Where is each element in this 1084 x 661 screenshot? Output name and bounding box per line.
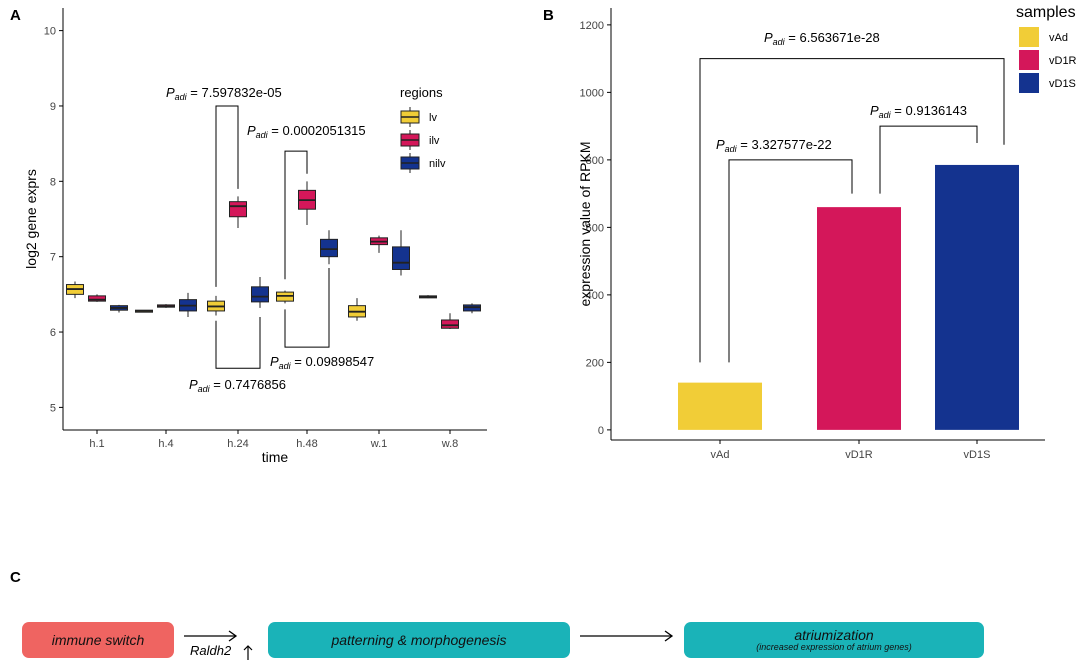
y-tick-label: 5 — [50, 402, 56, 414]
x-tick-label: h.1 — [89, 438, 104, 450]
bracket-vD1R-vD1S — [879, 125, 978, 194]
x-tick-label: w.8 — [441, 438, 459, 450]
raldh2-label: Raldh2 — [190, 643, 232, 658]
legend-title: samples — [1016, 4, 1076, 21]
bar-vD1R — [817, 207, 901, 430]
patterning-label: patterning & morphogenesis — [331, 632, 507, 648]
bracket-h48-lv-ilv — [284, 150, 308, 280]
immune-switch-box: immune switch — [22, 622, 174, 658]
y-tick-label: 1000 — [580, 87, 604, 99]
y-tick-label: 10 — [44, 26, 56, 38]
boxplot-chart: 5 6 7 8 9 10 h.1 h.4 h.24 h.48 w.1 w.8 time log2 gene… — [23, 8, 487, 465]
y-tick-label: 0 — [598, 425, 604, 437]
x-tick-label: vD1S — [964, 449, 991, 461]
pvalue-h48-lv-nilv: Padi = 0.09898547 — [270, 354, 374, 371]
bracket-vAd-vD1R — [728, 159, 853, 363]
y-tick-label: 8 — [50, 176, 56, 188]
legend-label-lv: lv — [429, 112, 437, 124]
bracket-h24-lv-nilv — [215, 316, 261, 369]
atriumization-label: atriumization — [794, 626, 874, 643]
x-tick-label: vAd — [711, 449, 730, 461]
legend-label-vD1R: vD1R — [1049, 55, 1077, 67]
x-tick-label: h.48 — [296, 438, 317, 450]
y-tick-label: 200 — [586, 357, 604, 369]
pvalue-vAd-vD1R: Padi = 3.327577e-22 — [716, 137, 832, 154]
legend-title: regions — [400, 85, 443, 100]
up-arrow-head-icon — [243, 645, 253, 651]
x-tick-label: vD1R — [845, 449, 873, 461]
legend-label-vD1S: vD1S — [1049, 78, 1076, 90]
legend-key-vAd — [1019, 27, 1039, 47]
patterning-box: patterning & morphogenesis — [268, 622, 570, 658]
box-nilv — [320, 238, 338, 258]
x-tick-label: h.24 — [227, 438, 248, 450]
panel-a-letter: A — [10, 7, 21, 24]
y-tick-label: 1200 — [580, 20, 604, 32]
y-axis-title: log2 gene exprs — [23, 169, 39, 269]
y-tick-label: 800 — [586, 155, 604, 167]
box-ilv — [88, 295, 106, 302]
box-nilv — [251, 286, 269, 303]
legend-label-nilv: nilv — [429, 158, 446, 170]
pvalue-vD1R-vD1S: Padi = 0.9136143 — [870, 103, 967, 120]
box-ilv — [229, 201, 247, 218]
y-tick-label: 7 — [50, 252, 56, 264]
bar-chart: 0 200 400 600 800 1000 1200 vAd vD1R vD1S expressi… — [577, 4, 1077, 461]
bracket-h48-lv-nilv — [284, 267, 330, 348]
bar-vD1S — [935, 164, 1019, 430]
atriumization-sublabel: (increased expression of atrium genes) — [756, 641, 912, 652]
box-ilv — [441, 319, 459, 329]
y-tick-label: 600 — [586, 222, 604, 234]
legend-key-vD1R — [1019, 50, 1039, 70]
y-axis-title: expression value of RPKM — [577, 142, 593, 307]
legend-label-vAd: vAd — [1049, 32, 1068, 44]
y-tick-label: 9 — [50, 101, 56, 113]
pvalue-vAd-vD1S: Padi = 6.563671e-28 — [764, 30, 880, 47]
x-axis-title: time — [262, 449, 289, 465]
panel-b-letter: B — [543, 7, 554, 24]
immune-switch-label: immune switch — [51, 632, 145, 648]
atriumization-box: atriumization (increased expression of a… — [684, 622, 984, 658]
x-tick-label: w.1 — [370, 438, 388, 450]
flow-arrow-2-head — [664, 630, 674, 642]
pvalue-h24-lv-ilv: Padi = 7.597832e-05 — [166, 85, 282, 102]
legend-key-vD1S — [1019, 73, 1039, 93]
y-tick-label: 400 — [586, 290, 604, 302]
pvalue-h48-lv-ilv: Padi = 0.0002051315 — [247, 123, 366, 140]
panel-c-letter: C — [10, 569, 21, 586]
y-tick-label: 6 — [50, 327, 56, 339]
x-tick-label: h.4 — [158, 438, 173, 450]
box-nilv — [392, 246, 410, 270]
legend-label-ilv: ilv — [429, 135, 440, 147]
bracket-h24-lv-ilv — [215, 105, 239, 287]
bracket-vAd-vD1S — [699, 58, 1005, 363]
flow-arrow-1-head — [228, 630, 238, 642]
bar-vAd — [678, 382, 762, 430]
pvalue-h24-lv-nilv: Padi = 0.7476856 — [189, 377, 286, 394]
